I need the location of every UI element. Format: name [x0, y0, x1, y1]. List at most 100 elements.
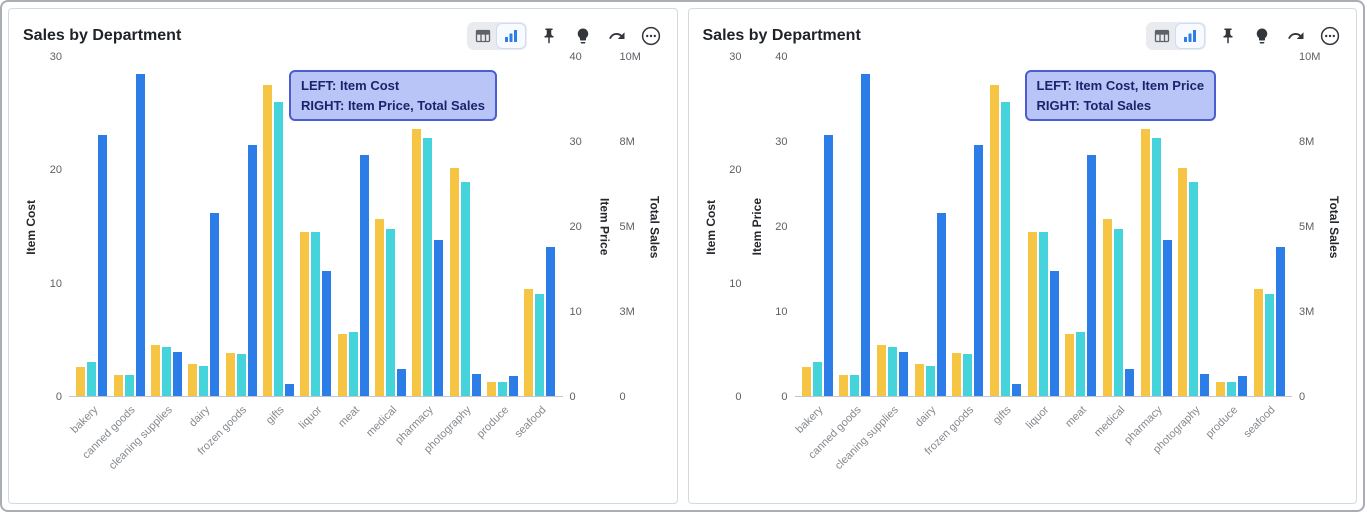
- bar-item-price-bakery[interactable]: [87, 362, 97, 396]
- bar-total-sales-bakery[interactable]: [823, 134, 833, 396]
- bar-total-sales-seafood[interactable]: [1275, 246, 1285, 396]
- bar-item-price-meat[interactable]: [1076, 332, 1086, 396]
- bar-total-sales-frozen-goods[interactable]: [974, 145, 984, 396]
- bar-total-sales-photography[interactable]: [471, 373, 481, 396]
- insights-button[interactable]: [571, 24, 595, 48]
- bar-total-sales-bakery[interactable]: [98, 134, 108, 396]
- bar-item-price-photography[interactable]: [1189, 181, 1199, 396]
- bar-item-price-liquor[interactable]: [1038, 232, 1048, 396]
- bar-total-sales-pharmacy[interactable]: [1162, 240, 1172, 396]
- bar-item-price-medical[interactable]: [1114, 229, 1124, 396]
- bar-total-sales-seafood[interactable]: [546, 246, 556, 396]
- annotation-line: RIGHT: Total Sales: [1036, 97, 1152, 113]
- bar-item-cost-pharmacy[interactable]: [412, 129, 422, 396]
- bar-item-cost-photography[interactable]: [1178, 167, 1188, 396]
- bar-item-price-photography[interactable]: [460, 181, 470, 396]
- pin-button[interactable]: [537, 24, 561, 48]
- bar-total-sales-liquor[interactable]: [1049, 270, 1059, 396]
- bar-item-cost-cleaning-supplies[interactable]: [877, 345, 887, 396]
- bar-item-cost-bakery[interactable]: [76, 366, 86, 396]
- bar-total-sales-cleaning-supplies[interactable]: [172, 351, 182, 396]
- bar-total-sales-meat[interactable]: [1087, 155, 1097, 396]
- bar-total-sales-pharmacy[interactable]: [434, 240, 444, 396]
- bar-item-price-liquor[interactable]: [311, 232, 321, 396]
- bar-item-cost-dairy[interactable]: [188, 364, 198, 396]
- chart-view-button[interactable]: [496, 24, 525, 48]
- bar-item-cost-frozen-goods[interactable]: [225, 353, 235, 396]
- bar-total-sales-canned-goods[interactable]: [861, 73, 871, 396]
- axes-annotation[interactable]: LEFT: Item Cost RIGHT: Item Price, Total…: [289, 70, 497, 121]
- bar-item-cost-seafood[interactable]: [524, 288, 534, 396]
- bar-item-price-seafood[interactable]: [535, 294, 545, 396]
- table-view-button[interactable]: [469, 24, 497, 48]
- bar-total-sales-photography[interactable]: [1200, 373, 1210, 396]
- bar-total-sales-medical[interactable]: [1125, 368, 1135, 396]
- bar-item-price-frozen-goods[interactable]: [236, 354, 246, 396]
- bar-item-price-gifts[interactable]: [273, 101, 283, 396]
- bar-total-sales-canned-goods[interactable]: [135, 73, 145, 396]
- bar-item-cost-canned-goods[interactable]: [113, 374, 123, 396]
- card-header: Sales by Department: [703, 19, 1343, 53]
- bar-item-cost-liquor[interactable]: [300, 232, 310, 396]
- bar-item-price-canned-goods[interactable]: [850, 374, 860, 396]
- share-button[interactable]: [1284, 24, 1308, 48]
- bar-total-sales-dairy[interactable]: [936, 212, 946, 396]
- bar-item-price-pharmacy[interactable]: [423, 138, 433, 396]
- bar-item-cost-photography[interactable]: [449, 167, 459, 396]
- more-button[interactable]: [1318, 24, 1342, 48]
- tick-label: 30: [49, 51, 62, 63]
- bar-item-cost-seafood[interactable]: [1253, 288, 1263, 396]
- bar-item-price-cleaning-supplies[interactable]: [161, 346, 171, 396]
- bar-item-cost-cleaning-supplies[interactable]: [150, 345, 160, 396]
- bar-item-cost-pharmacy[interactable]: [1140, 129, 1150, 396]
- axes-annotation[interactable]: LEFT: Item Cost, Item Price RIGHT: Total…: [1024, 70, 1217, 121]
- bar-item-cost-produce[interactable]: [1216, 382, 1226, 396]
- pin-button[interactable]: [1216, 24, 1240, 48]
- bar-total-sales-medical[interactable]: [396, 368, 406, 396]
- bar-item-price-canned-goods[interactable]: [124, 374, 134, 396]
- bar-item-cost-liquor[interactable]: [1027, 232, 1037, 396]
- bar-item-cost-meat[interactable]: [337, 333, 347, 396]
- chart-view-button[interactable]: [1176, 24, 1204, 48]
- bar-item-cost-medical[interactable]: [1103, 218, 1113, 396]
- bar-total-sales-produce[interactable]: [1238, 375, 1248, 396]
- bar-total-sales-meat[interactable]: [359, 155, 369, 396]
- bar-total-sales-cleaning-supplies[interactable]: [899, 351, 909, 396]
- bar-total-sales-gifts[interactable]: [1012, 384, 1022, 396]
- bar-item-cost-bakery[interactable]: [801, 366, 811, 396]
- bar-total-sales-gifts[interactable]: [284, 384, 294, 396]
- bar-item-cost-produce[interactable]: [486, 382, 496, 396]
- bar-item-price-medical[interactable]: [385, 229, 395, 396]
- bar-item-cost-canned-goods[interactable]: [839, 374, 849, 396]
- bar-item-price-dairy[interactable]: [199, 366, 209, 396]
- bar-item-cost-dairy[interactable]: [914, 364, 924, 396]
- insights-button[interactable]: [1250, 24, 1274, 48]
- bar-item-cost-gifts[interactable]: [262, 85, 272, 396]
- bar-item-price-meat[interactable]: [348, 332, 358, 396]
- bar-item-price-produce[interactable]: [497, 381, 507, 396]
- more-button[interactable]: [639, 24, 663, 48]
- bar-item-price-bakery[interactable]: [812, 362, 822, 396]
- bar-item-cost-medical[interactable]: [374, 218, 384, 396]
- bar-total-sales-dairy[interactable]: [210, 212, 220, 396]
- bar-item-price-cleaning-supplies[interactable]: [888, 346, 898, 396]
- bar-item-cost-frozen-goods[interactable]: [952, 353, 962, 396]
- bar-item-price-gifts[interactable]: [1001, 101, 1011, 396]
- tick-label: 5M: [1299, 221, 1315, 233]
- bar-total-sales-produce[interactable]: [508, 375, 518, 396]
- bar-item-price-frozen-goods[interactable]: [963, 354, 973, 396]
- more-icon: [1320, 26, 1340, 46]
- bar-item-cost-meat[interactable]: [1065, 333, 1075, 396]
- bar-total-sales-frozen-goods[interactable]: [247, 145, 257, 396]
- bar-item-price-dairy[interactable]: [925, 366, 935, 396]
- bar-item-price-pharmacy[interactable]: [1151, 138, 1161, 396]
- tick-label: 3M: [619, 306, 635, 318]
- bar-item-price-produce[interactable]: [1227, 381, 1237, 396]
- bar-item-cost-gifts[interactable]: [990, 85, 1000, 396]
- share-button[interactable]: [605, 24, 629, 48]
- table-view-button[interactable]: [1148, 24, 1176, 48]
- x-axis-label-liquor: liquor: [1024, 404, 1052, 432]
- bar-item-price-seafood[interactable]: [1264, 294, 1274, 396]
- bar-total-sales-liquor[interactable]: [322, 270, 332, 396]
